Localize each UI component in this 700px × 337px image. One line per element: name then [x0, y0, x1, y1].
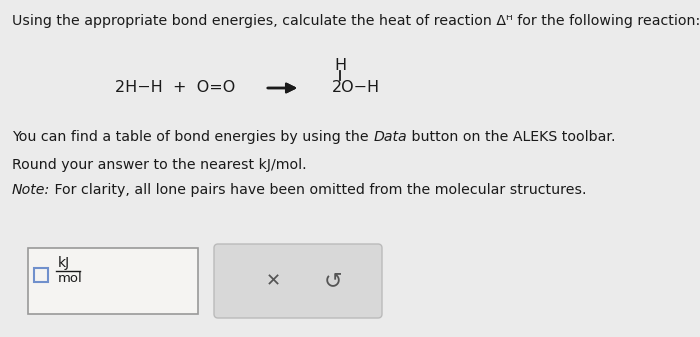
Text: For clarity, all lone pairs have been omitted from the molecular structures.: For clarity, all lone pairs have been om… — [50, 183, 587, 197]
FancyBboxPatch shape — [214, 244, 382, 318]
Text: Using the appropriate bond energies, calculate the heat of reaction Δᴴ for the f: Using the appropriate bond energies, cal… — [12, 14, 700, 28]
Text: H: H — [334, 58, 346, 73]
Text: kJ: kJ — [58, 256, 70, 270]
Bar — [34, 268, 48, 282]
Text: Round your answer to the nearest kJ/mol.: Round your answer to the nearest kJ/mol. — [12, 158, 307, 172]
Text: 2H−H  +  O=O: 2H−H + O=O — [115, 81, 235, 95]
Text: mol: mol — [58, 272, 83, 285]
Text: You can find a table of bond energies by using the: You can find a table of bond energies by… — [12, 130, 373, 144]
Text: Data: Data — [373, 130, 407, 144]
Text: button on the ALEKS toolbar.: button on the ALEKS toolbar. — [407, 130, 615, 144]
Text: ✕: ✕ — [265, 272, 281, 290]
Text: Note:: Note: — [12, 183, 50, 197]
Text: ↺: ↺ — [323, 271, 342, 291]
FancyBboxPatch shape — [28, 248, 198, 314]
Text: 2O−H: 2O−H — [332, 81, 380, 95]
